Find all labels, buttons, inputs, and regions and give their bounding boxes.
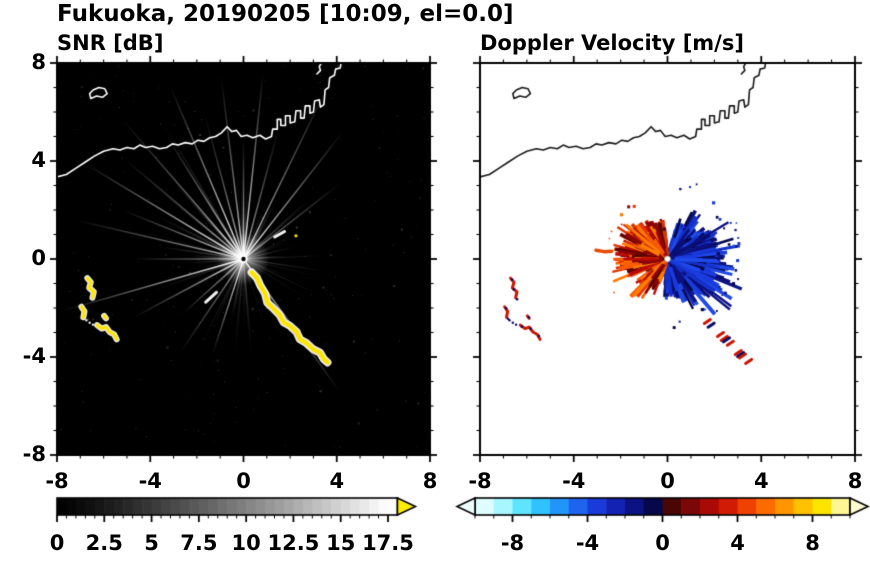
snr-colorbar-tick-label: 5 <box>144 531 159 555</box>
velocity-x-tick-label: -4 <box>562 469 586 493</box>
snr-colorbar-tick-label: 7.5 <box>180 531 218 555</box>
velocity-colorbar-tick-label: 4 <box>730 531 745 555</box>
snr-y-tick-label: -4 <box>22 344 46 368</box>
snr-colorbar-tick-label: 0 <box>49 531 65 555</box>
velocity-colorbar-tick-label: 8 <box>805 531 820 555</box>
snr-x-tick-label: 0 <box>236 469 251 493</box>
snr-y-tick-label: 0 <box>31 246 46 270</box>
snr-y-tick-label: 4 <box>31 148 46 172</box>
snr-x-tick-label: 8 <box>422 469 438 493</box>
velocity-x-tick-label: 0 <box>660 469 675 493</box>
velocity-x-tick-label: 8 <box>847 469 863 493</box>
velocity-colorbar-canvas <box>455 495 870 525</box>
velocity-colorbar-tick-label: 0 <box>655 531 670 555</box>
velocity-colorbar-tick-label: -4 <box>575 531 600 555</box>
velocity-colorbar-tick-label: -8 <box>500 531 525 555</box>
snr-colorbar-tick-label: 2.5 <box>85 531 123 555</box>
snr-colorbar-tick-label: 12.5 <box>267 531 320 555</box>
snr-x-tick-label: -4 <box>138 469 162 493</box>
snr-x-tick-label: -8 <box>45 469 69 493</box>
snr-colorbar-tick-label: 15 <box>326 531 356 555</box>
snr-colorbar-tick-label: 10 <box>231 531 261 555</box>
figure-title: Fukuoka, 20190205 [10:09, el=0.0] <box>57 1 514 27</box>
snr-x-tick-label: 4 <box>329 469 345 493</box>
snr-y-tick-label: -8 <box>22 442 46 466</box>
velocity-plot-canvas <box>468 51 867 467</box>
snr-y-tick-label: 8 <box>31 50 46 74</box>
snr-colorbar-tick-label: 17.5 <box>362 531 414 555</box>
snr-colorbar-canvas <box>45 495 425 525</box>
velocity-x-tick-label: 4 <box>753 469 769 493</box>
snr-plot-canvas <box>45 51 442 467</box>
velocity-x-tick-label: -8 <box>468 469 492 493</box>
